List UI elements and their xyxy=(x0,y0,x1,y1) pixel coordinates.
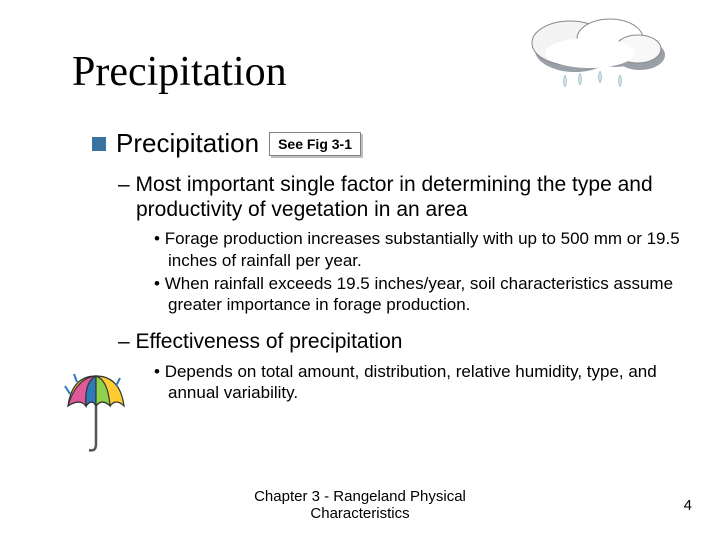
dash-item-2-text: Effectiveness of precipitation xyxy=(136,330,403,353)
slide-title: Precipitation xyxy=(72,48,287,96)
dot-item-1b-text: When rainfall exceeds 19.5 inches/year, … xyxy=(165,274,673,314)
page-number: 4 xyxy=(684,497,692,514)
content-body: – Most important single factor in determ… xyxy=(118,172,680,417)
subtitle-text: Precipitation xyxy=(116,128,259,159)
dot-list-1: • Forage production increases substantia… xyxy=(154,228,680,315)
footer-line2: Characteristics xyxy=(310,505,409,522)
dot-item-2a-text: Depends on total amount, distribution, r… xyxy=(165,362,657,402)
dot-item-2a: • Depends on total amount, distribution,… xyxy=(154,361,680,404)
dash-item-1: – Most important single factor in determ… xyxy=(118,172,680,222)
figure-reference-box: See Fig 3-1 xyxy=(269,132,361,156)
dash-item-1-text: Most important single factor in determin… xyxy=(136,173,653,221)
umbrella-icon xyxy=(62,368,130,456)
footer: Chapter 3 - Rangeland Physical Character… xyxy=(0,488,720,523)
dot-item-1a: • Forage production increases substantia… xyxy=(154,228,680,271)
dash-item-2: – Effectiveness of precipitation xyxy=(118,329,680,354)
dot-item-1a-text: Forage production increases substantiall… xyxy=(165,229,680,269)
dot-list-2: • Depends on total amount, distribution,… xyxy=(154,361,680,404)
square-bullet-icon xyxy=(92,137,106,151)
dot-item-1b: • When rainfall exceeds 19.5 inches/year… xyxy=(154,273,680,316)
subtitle-row: Precipitation See Fig 3-1 xyxy=(92,128,361,159)
cloud-rain-icon xyxy=(520,5,680,100)
footer-line1: Chapter 3 - Rangeland Physical xyxy=(254,488,466,505)
